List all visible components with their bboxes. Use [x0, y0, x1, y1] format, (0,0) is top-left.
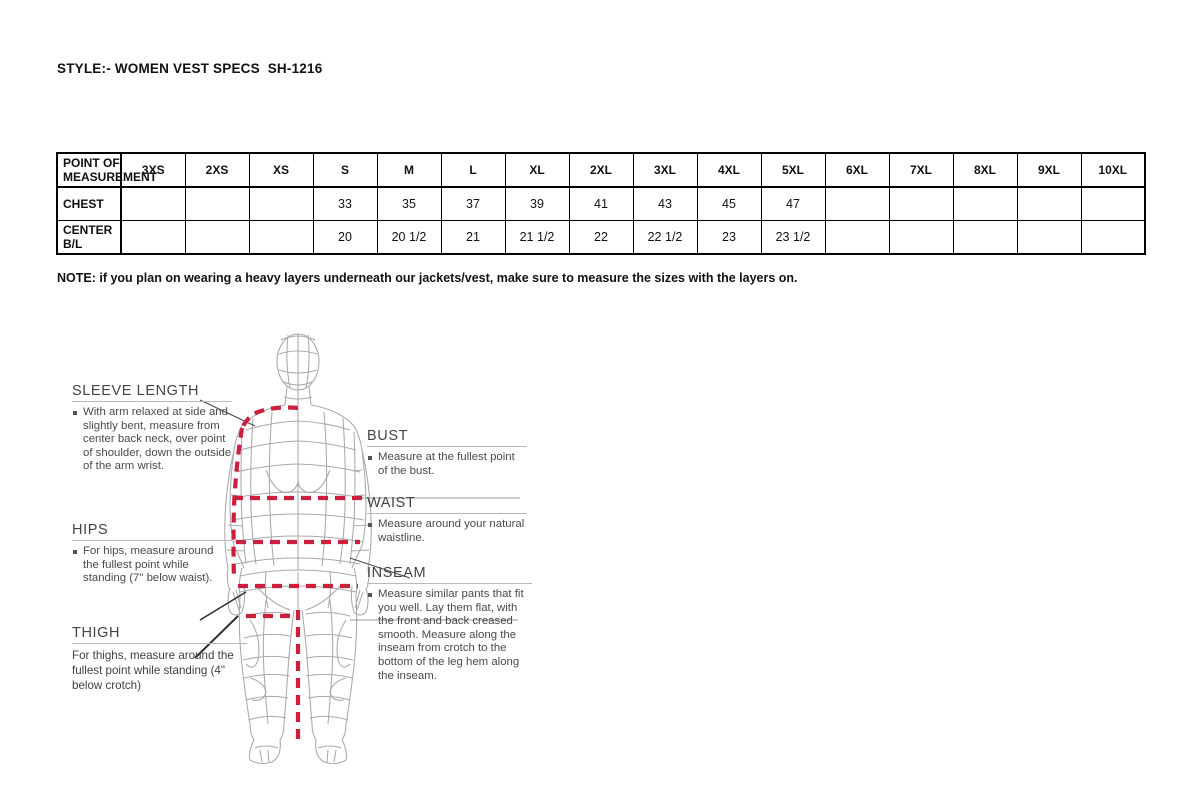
- annotation-title-bust: BUST: [367, 428, 409, 444]
- column-header-size: S: [312, 152, 378, 188]
- table-row: CHEST 33 35 37 39 41 43 45 47: [56, 186, 1146, 221]
- table-cell: 21 1/2: [504, 220, 570, 255]
- annotation-body-sleeve-length: With arm relaxed at side and slightly be…: [72, 406, 232, 474]
- row-label-chest: CHEST: [56, 186, 122, 221]
- annotation-title-thigh: THIGH: [72, 625, 121, 641]
- table-cell: [184, 186, 250, 221]
- annotation-body-inseam: Measure similar pants that fit you well.…: [367, 588, 532, 683]
- column-header-size: 4XL: [696, 152, 762, 188]
- annotation-title-sleeve-length: SLEEVE LENGTH: [72, 383, 200, 399]
- table-cell: 20 1/2: [376, 220, 442, 255]
- page-title: STYLE:- WOMEN VEST SPECS SH-1216: [57, 61, 323, 76]
- annotation-divider: [72, 643, 247, 644]
- table-cell: 37: [440, 186, 506, 221]
- annotation-divider: [367, 513, 527, 514]
- table-cell: [952, 220, 1018, 255]
- column-header-size: 10XL: [1080, 152, 1146, 188]
- table-header-row: POINT OF MEASUREMENT 3XS 2XS XS S M L XL…: [56, 152, 1146, 188]
- table-cell: 47: [760, 186, 826, 221]
- table-cell: [1080, 186, 1146, 221]
- annotation-waist: WAIST Measure around your natural waistl…: [367, 495, 527, 545]
- annotation-title-hips: HIPS: [72, 522, 109, 538]
- body-figure-svg: [194, 333, 520, 765]
- measurement-diagram: SLEEVE LENGTH With arm relaxed at side a…: [50, 320, 570, 770]
- table-cell: [184, 220, 250, 255]
- table-cell: 22: [568, 220, 634, 255]
- size-spec-table: POINT OF MEASUREMENT 3XS 2XS XS S M L XL…: [56, 152, 1146, 255]
- sleeve-length-line-shoulder: [240, 405, 299, 429]
- table-cell: [1016, 186, 1082, 221]
- annotation-body-thigh: For thighs, measure around the fullest p…: [72, 649, 234, 692]
- table-cell: 41: [568, 186, 634, 221]
- annotation-inseam: INSEAM Measure similar pants that fit yo…: [367, 565, 532, 683]
- column-header-size: 8XL: [952, 152, 1018, 188]
- table-cell: 33: [312, 186, 378, 221]
- annotation-body-waist: Measure around your natural waistline.: [367, 518, 527, 545]
- table-cell: [1080, 220, 1146, 255]
- annotation-divider: [72, 401, 232, 402]
- table-cell: [120, 220, 186, 255]
- column-header-size: 5XL: [760, 152, 826, 188]
- table-cell: [952, 186, 1018, 221]
- table-cell: [248, 220, 314, 255]
- table-cell: [248, 186, 314, 221]
- annotation-title-inseam: INSEAM: [367, 565, 427, 581]
- annotation-body-hips: For hips, measure around the fullest poi…: [72, 545, 232, 586]
- column-header-size: 9XL: [1016, 152, 1082, 188]
- table-cell: 22 1/2: [632, 220, 698, 255]
- table-cell: 35: [376, 186, 442, 221]
- table-cell: [888, 220, 954, 255]
- spec-table-container: POINT OF MEASUREMENT 3XS 2XS XS S M L XL…: [56, 152, 1146, 255]
- table-cell: [824, 220, 890, 255]
- column-header-size: 3XS: [120, 152, 186, 188]
- annotation-divider: [72, 540, 232, 541]
- leader-hips: [199, 591, 247, 621]
- column-header-size: 2XS: [184, 152, 250, 188]
- table-cell: 45: [696, 186, 762, 221]
- column-header-point-of-measurement: POINT OF MEASUREMENT: [56, 152, 157, 188]
- column-header-size: XS: [248, 152, 314, 188]
- table-cell: 23 1/2: [760, 220, 826, 255]
- annotation-thigh: THIGH For thighs, measure around the ful…: [72, 625, 247, 693]
- column-header-size: 7XL: [888, 152, 954, 188]
- table-cell: [888, 186, 954, 221]
- annotation-hips: HIPS For hips, measure around the fulles…: [72, 522, 232, 586]
- annotation-bust: BUST Measure at the fullest point of the…: [367, 428, 527, 478]
- column-header-size: 3XL: [632, 152, 698, 188]
- leader-lines: [194, 399, 520, 659]
- column-header-size: M: [376, 152, 442, 188]
- table-cell: 39: [504, 186, 570, 221]
- table-cell: [120, 186, 186, 221]
- table-cell: [1016, 220, 1082, 255]
- column-header-size: L: [440, 152, 506, 188]
- column-header-size: 6XL: [824, 152, 890, 188]
- table-cell: 43: [632, 186, 698, 221]
- table-cell: 23: [696, 220, 762, 255]
- leader-thigh: [194, 615, 239, 659]
- measurement-lines: [231, 405, 363, 740]
- annotation-divider: [367, 583, 532, 584]
- body-wireframe-mesh: [224, 333, 372, 765]
- annotation-title-waist: WAIST: [367, 495, 416, 511]
- column-header-size: 2XL: [568, 152, 634, 188]
- table-cell: [824, 186, 890, 221]
- annotation-divider: [367, 446, 527, 447]
- leader-waist: [349, 557, 411, 579]
- table-cell: 20: [312, 220, 378, 255]
- column-header-size: XL: [504, 152, 570, 188]
- row-label-center-bl: CENTER B/L: [56, 220, 122, 255]
- annotation-sleeve-length: SLEEVE LENGTH With arm relaxed at side a…: [72, 383, 232, 474]
- annotation-body-bust: Measure at the fullest point of the bust…: [367, 451, 527, 478]
- table-cell: 21: [440, 220, 506, 255]
- table-row: CENTER B/L 20 20 1/2 21 21 1/2 22 22 1/2…: [56, 220, 1146, 255]
- note-text: NOTE: if you plan on wearing a heavy lay…: [57, 271, 798, 285]
- sleeve-length-line-arm: [231, 427, 245, 579]
